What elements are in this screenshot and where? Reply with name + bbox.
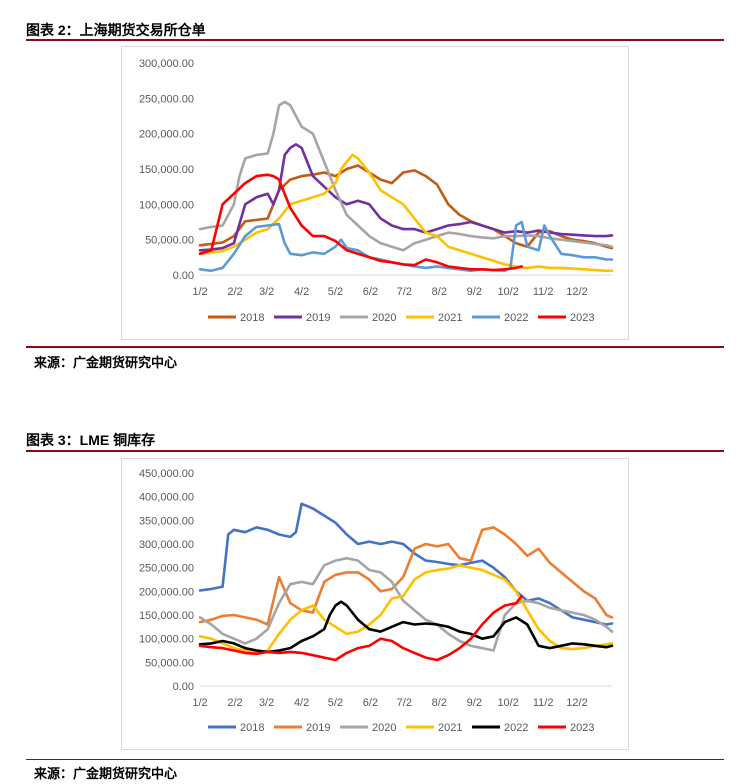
series-line-2019 [198,526,614,626]
x-tick-label: 2/2 [227,286,242,298]
y-tick-label: 250,000.00 [139,93,194,105]
legend-label-2022: 2022 [504,722,528,734]
series-line-2023 [198,173,523,272]
x-tick-label: 1/2 [192,286,207,298]
legend-label-2022: 2022 [504,312,528,324]
y-tick-label: 100,000.00 [139,199,194,211]
legend-label-2021: 2021 [438,722,462,734]
x-tick-label: 3/2 [259,286,274,298]
y-tick-label: 300,000.00 [139,58,194,70]
y-tick-label: 50,000.00 [145,235,194,247]
x-tick-label: 4/2 [294,286,309,298]
x-tick-label: 7/2 [397,697,412,709]
legend-label-2021: 2021 [438,312,462,324]
x-tick-label: 7/2 [397,286,412,298]
legend-label-2018: 2018 [240,312,264,324]
chart-shfe-warrants: 0.00 50,000.00 100,000.00 150,000.00 200,000… [121,46,629,340]
x-tick-label: 6/2 [363,286,378,298]
figure-3-source: 来源：广金期货研究中心 [34,766,178,781]
x-tick-label: 3/2 [259,697,274,709]
y-tick-label: 300,000.00 [139,539,194,551]
x-tick-label: 11/2 [533,286,554,298]
series-line-2018 [198,502,614,626]
x-tick-label: 1/2 [192,697,207,709]
x-tick-label: 5/2 [328,697,343,709]
x-tick-label: 9/2 [467,286,482,298]
legend-label-2019: 2019 [306,722,330,734]
chart-lme-copper-stocks-svg: 0.00 50,000.00 100,000.00 150,000.00 200,000… [139,468,614,734]
x-tick-label: 12/2 [566,286,587,298]
legend-label-2020: 2020 [372,312,396,324]
y-tick-label: 250,000.00 [139,563,194,575]
series-line-2020 [198,556,614,652]
x-tick-label: 9/2 [467,697,482,709]
y-tick-label: 150,000.00 [139,610,194,622]
y-tick-label: 200,000.00 [139,586,194,598]
legend-label-2019: 2019 [306,312,330,324]
y-tick-label: 400,000.00 [139,492,194,504]
y-tick-label: 0.00 [173,681,194,693]
y-tick-label: 150,000.00 [139,164,194,176]
series-line-2022 [198,220,614,273]
legend-label-2018: 2018 [240,722,264,734]
figure-2-bottom-rule [26,346,724,348]
x-tick-label: 5/2 [328,286,343,298]
y-tick-label: 0.00 [173,270,194,282]
figure-2-top-rule [26,39,724,41]
y-tick-label: 100,000.00 [139,634,194,646]
x-tick-label: 2/2 [227,697,242,709]
x-tick-label: 11/2 [533,697,554,709]
y-tick-label: 450,000.00 [139,468,194,480]
y-tick-label: 350,000.00 [139,515,194,527]
figure-3-bottom-rule [26,759,724,760]
x-tick-label: 4/2 [294,697,309,709]
y-tick-label: 50,000.00 [145,657,194,669]
figure-2-source: 来源：广金期货研究中心 [34,355,178,370]
series-line-2019 [198,143,614,252]
figure-2-title: 图表 2：上海期货交易所仓单 [26,22,206,38]
x-tick-label: 10/2 [497,697,518,709]
figure-3-top-rule [26,450,724,452]
x-tick-label: 8/2 [432,697,447,709]
chart-lme-copper-stocks: 0.00 50,000.00 100,000.00 150,000.00 200,000… [121,458,629,750]
legend-label-2023: 2023 [570,722,594,734]
legend-label-2020: 2020 [372,722,396,734]
series-line-2021 [198,564,614,655]
figure-3-title: 图表 3：LME 铜库存 [26,432,156,448]
legend-label-2023: 2023 [570,312,594,324]
x-tick-label: 12/2 [566,697,587,709]
x-tick-label: 6/2 [363,697,378,709]
series-line-2023 [198,594,523,662]
x-tick-label: 8/2 [432,286,447,298]
y-tick-label: 200,000.00 [139,129,194,141]
x-tick-label: 10/2 [497,286,518,298]
chart-shfe-warrants-svg: 0.00 50,000.00 100,000.00 150,000.00 200,000… [139,58,614,324]
